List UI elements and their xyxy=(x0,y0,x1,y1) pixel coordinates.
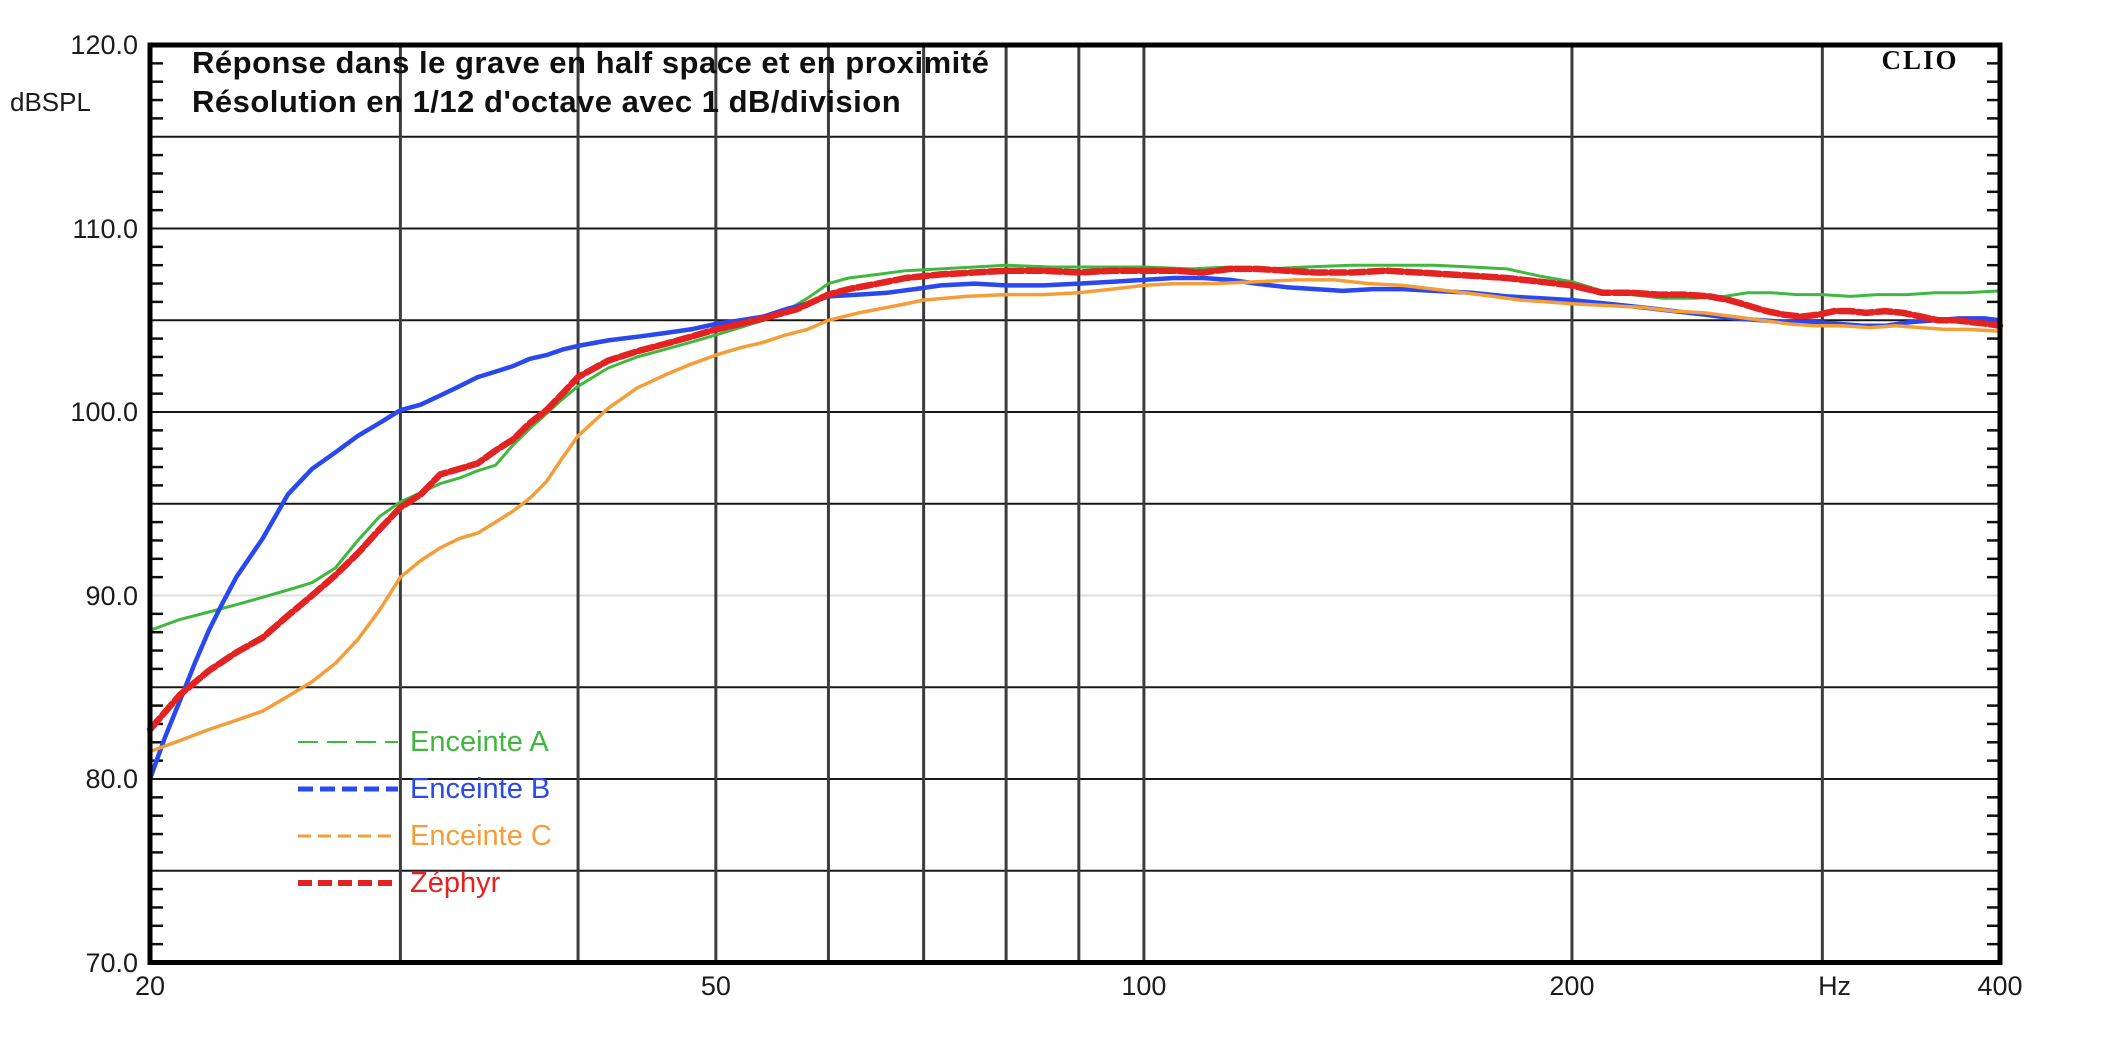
legend-item-enceinte-c: Enceinte C xyxy=(298,818,552,854)
y-tick-label-110.0: 110.0 xyxy=(72,213,138,244)
x-tick-label-100: 100 xyxy=(1121,971,1167,1001)
chart-title: Réponse dans le grave en half space et e… xyxy=(192,45,990,80)
legend-swatch-enceinte-a xyxy=(298,741,398,743)
series-enceinte-c xyxy=(148,278,2002,754)
y-tick-label-120.0: 120.0 xyxy=(70,30,138,60)
x-tick-label-Hz: Hz xyxy=(1818,971,1852,1001)
y-axis-unit-label: dBSPL xyxy=(10,87,91,117)
series-z-phyr xyxy=(146,265,2004,733)
legend-swatch-enceinte-b xyxy=(298,786,398,792)
y-tick-label-70.0: 70.0 xyxy=(85,947,138,978)
y-tick-label-90.0: 90.0 xyxy=(85,580,138,611)
x-tick-label-400: 400 xyxy=(1977,971,2023,1001)
legend-item-enceinte-a: Enceinte A xyxy=(298,724,549,760)
x-tick-label-50: 50 xyxy=(700,971,731,1001)
plot-border xyxy=(147,42,2003,965)
x-tick-label-200: 200 xyxy=(1549,971,1595,1001)
legend-item-z-phyr: Zéphyr xyxy=(298,865,500,901)
y-tick-label-80.0: 80.0 xyxy=(85,764,138,794)
legend-label: Enceinte C xyxy=(410,819,552,852)
legend-label: Enceinte B xyxy=(410,772,551,805)
chart-subtitle: Résolution en 1/12 d'octave avec 1 dB/di… xyxy=(192,84,902,119)
clio-logo: CLIO xyxy=(1881,45,1959,75)
legend-swatch-enceinte-c xyxy=(298,834,398,838)
y-tick-label-100.0: 100.0 xyxy=(70,397,138,427)
legend-label: Enceinte A xyxy=(410,725,549,758)
series-enceinte-b xyxy=(147,275,2003,782)
legend-swatch-z-phyr xyxy=(298,880,398,886)
legend-item-enceinte-b: Enceinte B xyxy=(298,771,550,807)
legend-label: Zéphyr xyxy=(410,866,501,899)
x-tick-label-20: 20 xyxy=(134,971,166,1001)
